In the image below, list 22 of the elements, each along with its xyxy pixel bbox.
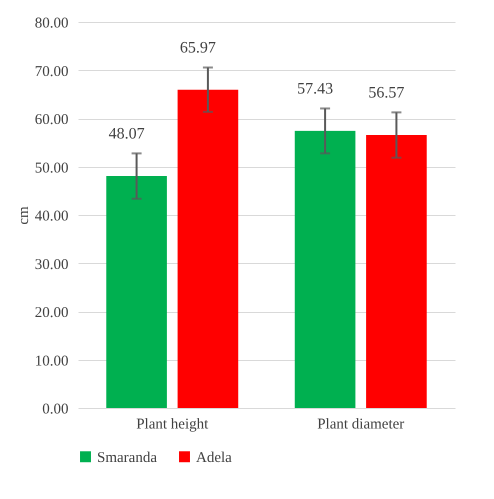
x-tick-label: Plant height: [136, 416, 210, 432]
y-tick-label: 60.00: [34, 112, 68, 128]
data-label: 65.97: [180, 40, 216, 56]
y-tick-label: 20.00: [34, 305, 68, 321]
y-tick-label: 40.00: [34, 208, 68, 224]
y-tick-label: 0.00: [42, 402, 68, 418]
y-tick-label: 50.00: [34, 160, 68, 176]
y-tick-label: 70.00: [34, 64, 68, 80]
y-tick-label: 30.00: [34, 256, 68, 273]
data-label: 56.57: [368, 84, 404, 102]
legend-label: Adela: [196, 450, 232, 466]
bar: [106, 176, 167, 408]
bar: [178, 90, 238, 408]
data-label: 48.07: [108, 125, 145, 142]
legend-label: Smaranda: [97, 450, 158, 466]
y-tick-label: 10.00: [34, 353, 68, 370]
bar: [294, 130, 356, 408]
y-tick-label: 80.00: [34, 16, 68, 32]
data-label: 57.43: [297, 80, 334, 98]
y-axis-title: cm: [16, 206, 32, 225]
x-tick-label: Plant diameter: [317, 416, 404, 432]
bar: [366, 135, 427, 408]
